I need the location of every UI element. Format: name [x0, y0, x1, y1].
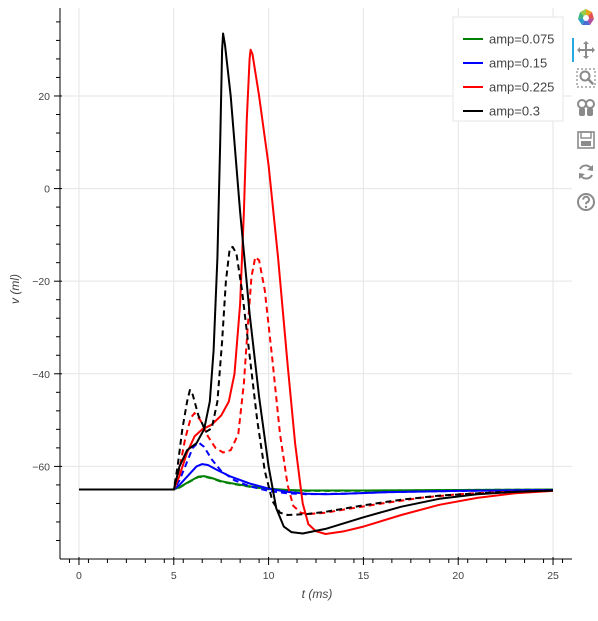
- axes: 0 5 10 15 20 25 −60 −40 −20 0 20: [32, 8, 572, 582]
- x-tick-label: 20: [452, 570, 464, 582]
- series-line-amp-0-225-dashed: [79, 256, 554, 516]
- series-line-amp-0-075: [79, 475, 554, 492]
- help-icon[interactable]: [576, 192, 596, 212]
- legend-label: amp=0.3: [489, 104, 540, 119]
- legend-box: [452, 16, 564, 122]
- series-line-amp-0-15: [79, 463, 554, 496]
- pan-icon[interactable]: [576, 40, 596, 60]
- y-tick-label: 0: [44, 184, 50, 196]
- legend-label: amp=0.075: [489, 32, 554, 47]
- reset-icon[interactable]: [576, 162, 596, 182]
- save-icon[interactable]: [576, 130, 596, 150]
- series-line-amp-0-225: [79, 48, 554, 535]
- x-tick-label: 5: [171, 570, 177, 582]
- x-tick-label: 25: [547, 570, 559, 582]
- y-tick-label: −20: [32, 276, 50, 288]
- y-axis-label: v (ml): [8, 274, 22, 304]
- series-line-amp-0-3-dashed: [79, 245, 554, 516]
- x-tick-label: 10: [263, 570, 275, 582]
- legend-label: amp=0.15: [489, 56, 547, 71]
- series-line-amp-0-075-dashed: [79, 475, 554, 492]
- series-line-amp-0-15-dashed: [79, 441, 554, 496]
- series-layer: [79, 32, 554, 535]
- x-tick-label: 15: [358, 570, 370, 582]
- wheel-zoom-icon[interactable]: [576, 98, 596, 118]
- y-tick-label: 20: [38, 91, 50, 103]
- x-axis-label: t (ms): [302, 587, 333, 601]
- active-tool-indicator: [572, 38, 574, 62]
- x-tick-label: 0: [76, 570, 82, 582]
- series-line-amp-0-3: [79, 32, 554, 535]
- legend-label: amp=0.225: [489, 80, 554, 95]
- y-tick-label: −60: [32, 461, 50, 473]
- box-zoom-icon[interactable]: [576, 68, 596, 88]
- y-tick-label: −40: [32, 369, 50, 381]
- bokeh-logo-icon[interactable]: [576, 8, 596, 28]
- legend: amp=0.075 amp=0.15 amp=0.225 amp=0.3: [452, 16, 564, 122]
